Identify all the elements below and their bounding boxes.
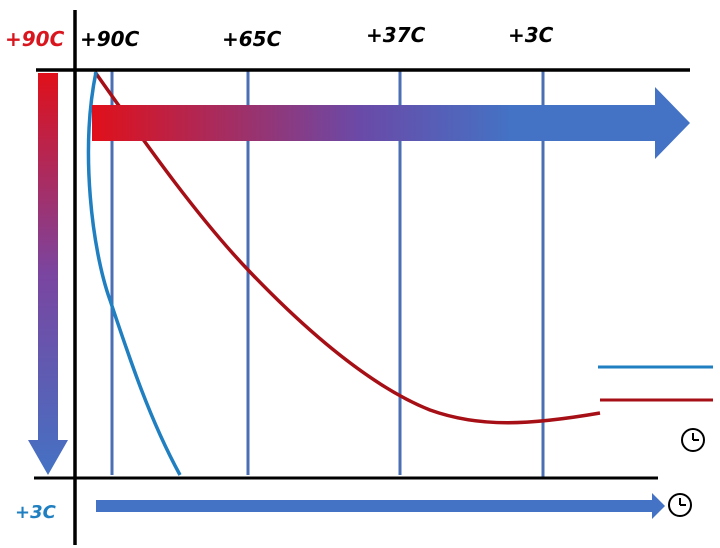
temp-low-label: +3C [15, 502, 57, 523]
time-arrow [96, 493, 665, 519]
temp-high-label: +90C [5, 27, 65, 51]
horizontal-gradient-arrow [92, 87, 690, 159]
top-label-65c: +65C [222, 27, 282, 51]
top-label-37c: +37C [366, 23, 426, 47]
top-label-3c: +3C [508, 23, 554, 47]
vertical-gradient-arrow [28, 73, 68, 475]
blue-curve [86, 71, 182, 476]
clock-icon [681, 428, 705, 452]
top-label-90c: +90C [80, 27, 140, 51]
red-curve [93, 70, 601, 425]
clock-icon [668, 493, 692, 517]
